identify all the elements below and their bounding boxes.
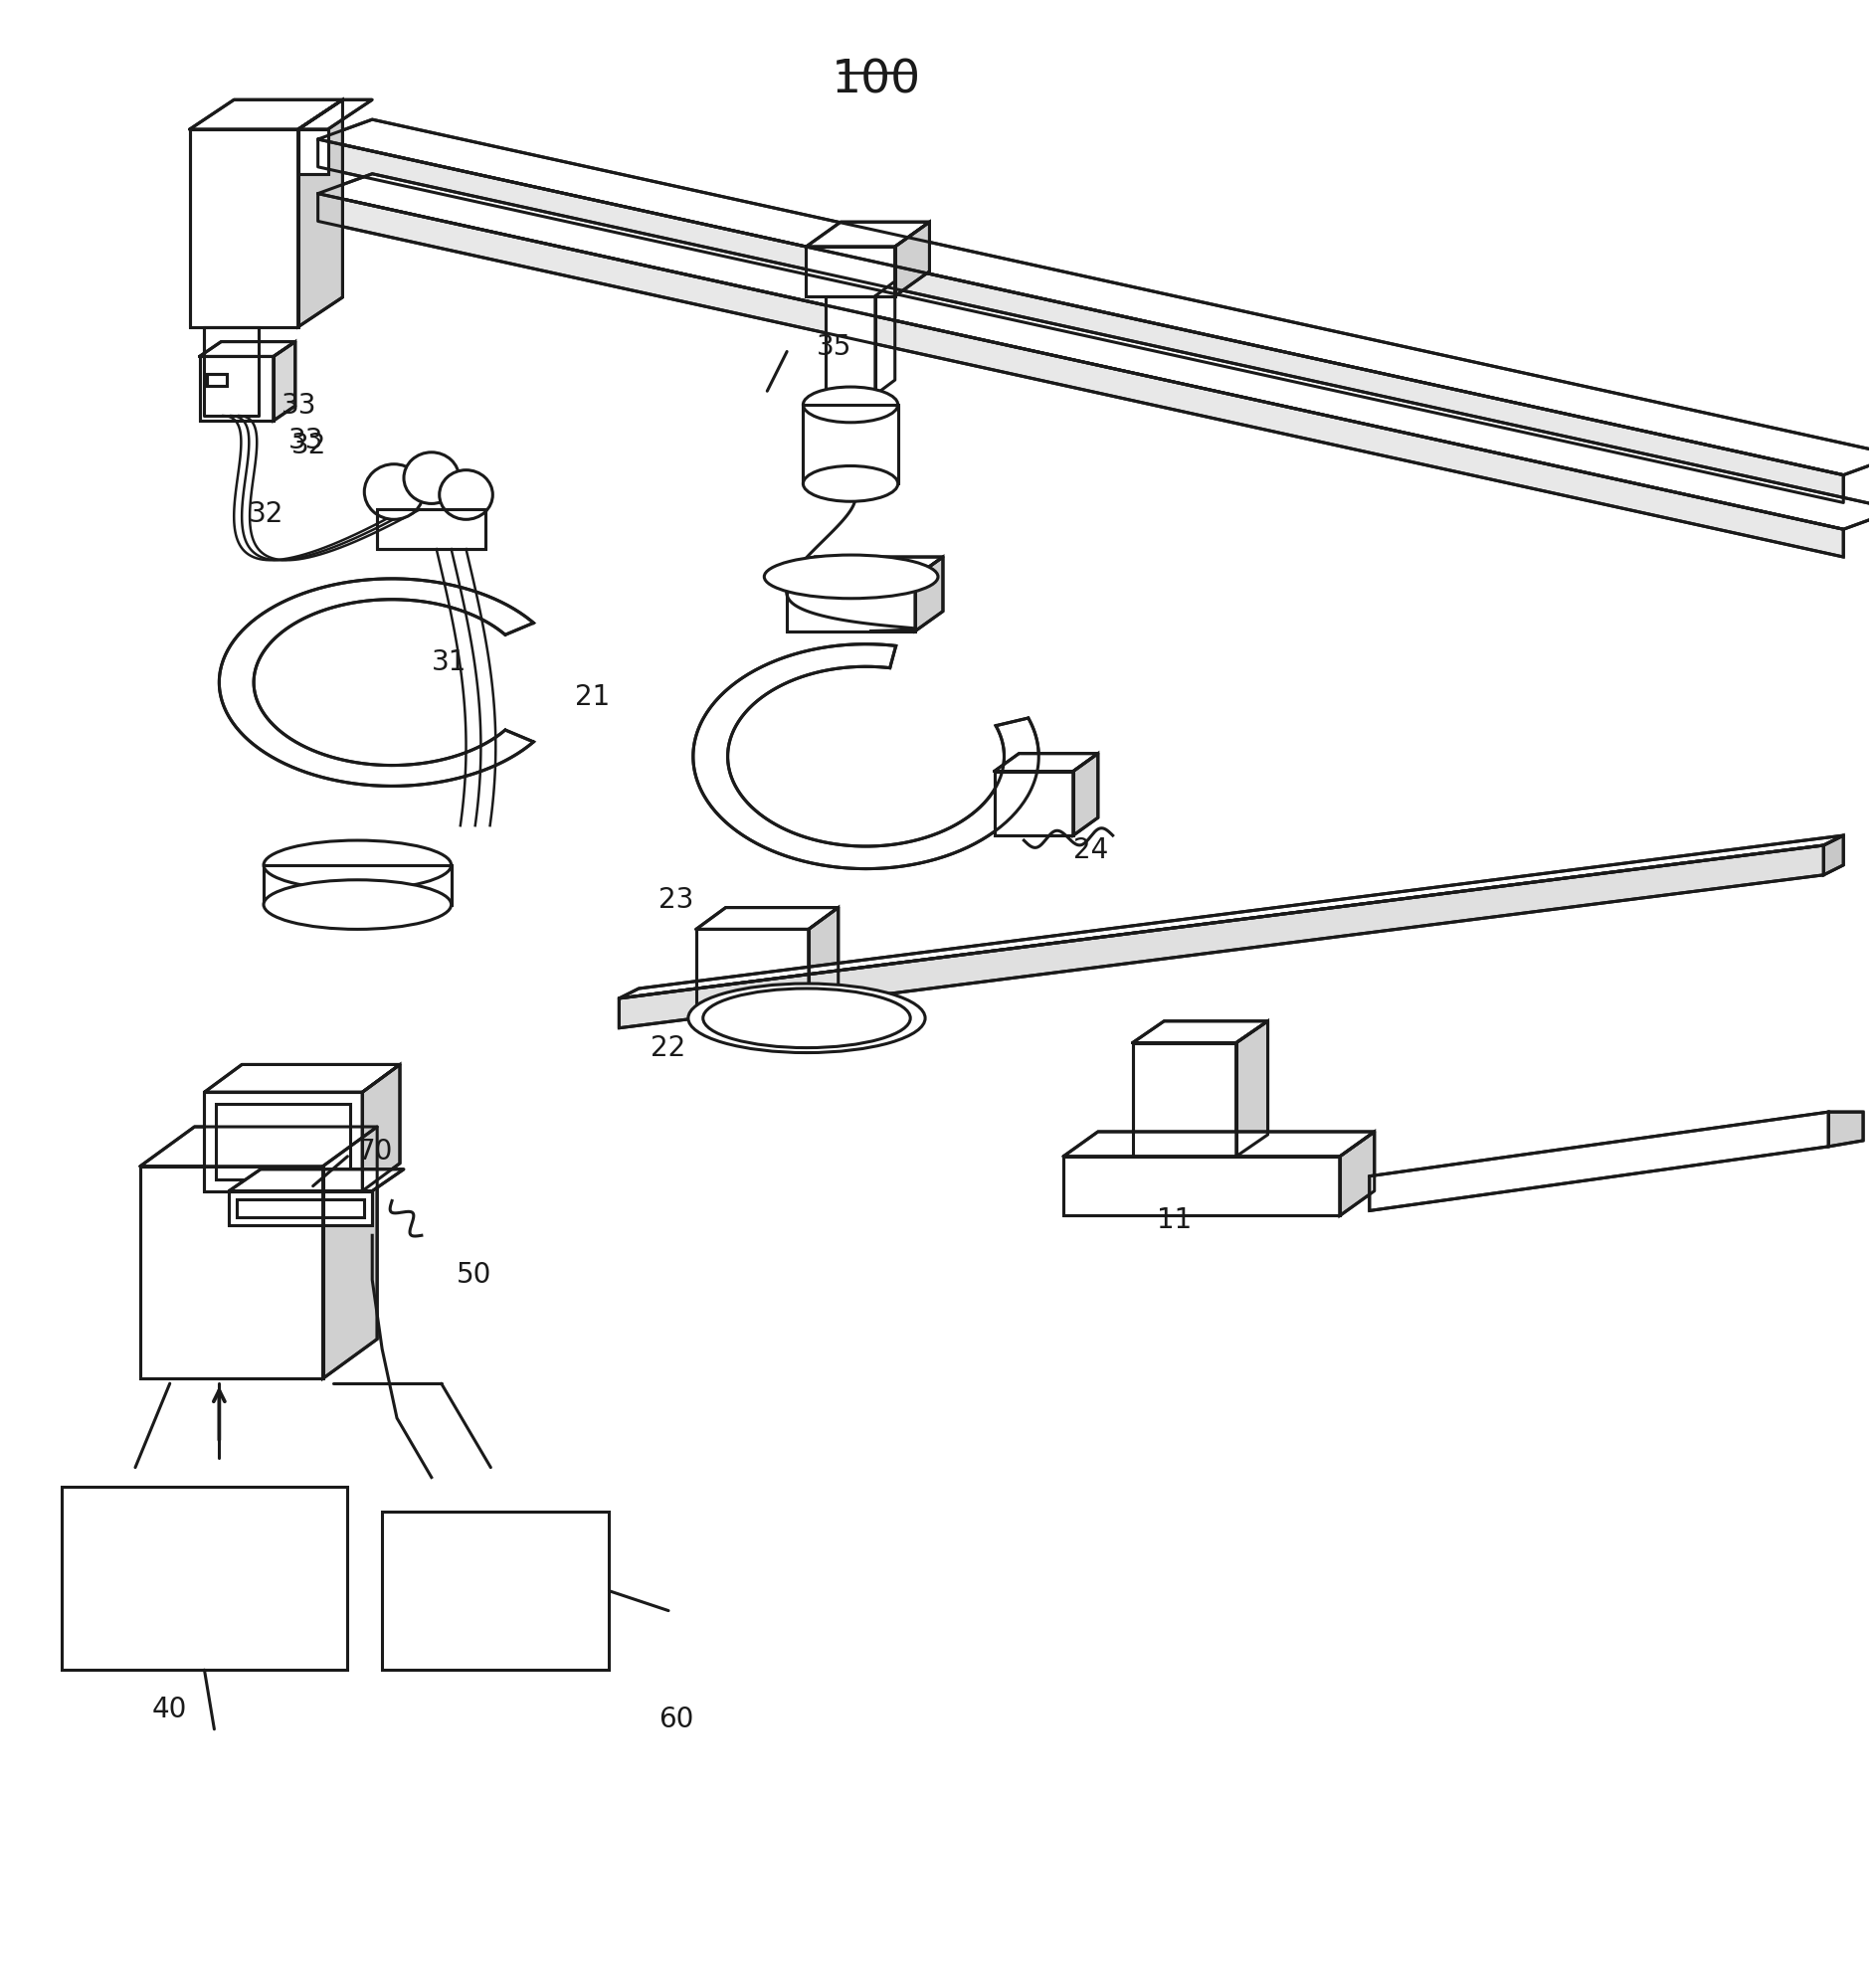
Text: 11: 11 [1157, 1207, 1193, 1234]
Polygon shape [1339, 1131, 1375, 1216]
Polygon shape [692, 645, 1039, 868]
Polygon shape [189, 101, 343, 131]
Polygon shape [1064, 1131, 1375, 1157]
Polygon shape [807, 224, 929, 247]
Polygon shape [265, 866, 452, 906]
Polygon shape [696, 908, 839, 930]
Polygon shape [199, 342, 295, 358]
Polygon shape [825, 297, 876, 396]
Polygon shape [317, 174, 1876, 530]
Polygon shape [1133, 1021, 1268, 1042]
Ellipse shape [764, 556, 938, 599]
Polygon shape [204, 1064, 400, 1092]
Bar [62, 1487, 347, 1669]
Bar [383, 1511, 610, 1669]
Bar [236, 1199, 364, 1218]
Text: 100: 100 [831, 57, 921, 103]
Ellipse shape [704, 989, 910, 1048]
Text: 32: 32 [250, 500, 283, 528]
Text: 40: 40 [152, 1695, 188, 1723]
Polygon shape [323, 1127, 377, 1379]
Ellipse shape [403, 453, 460, 504]
Polygon shape [189, 131, 298, 328]
Polygon shape [298, 131, 328, 174]
Polygon shape [317, 140, 1844, 502]
Polygon shape [317, 194, 1844, 558]
Ellipse shape [803, 388, 899, 423]
Text: 33: 33 [289, 427, 325, 455]
Text: 22: 22 [651, 1033, 687, 1062]
Polygon shape [141, 1167, 323, 1379]
Polygon shape [362, 1064, 400, 1191]
Text: 33: 33 [281, 392, 317, 419]
Polygon shape [786, 558, 944, 578]
Text: 21: 21 [574, 682, 610, 710]
Text: 24: 24 [1073, 837, 1109, 864]
Text: 32: 32 [291, 431, 326, 459]
Polygon shape [1133, 1042, 1236, 1157]
Polygon shape [1829, 1112, 1863, 1147]
Bar [216, 1104, 351, 1179]
Polygon shape [1823, 837, 1844, 876]
Polygon shape [317, 121, 1876, 477]
Polygon shape [994, 771, 1073, 837]
Ellipse shape [265, 880, 452, 930]
Polygon shape [1369, 1112, 1829, 1211]
Polygon shape [229, 1169, 403, 1191]
Ellipse shape [688, 985, 925, 1052]
Polygon shape [199, 358, 274, 421]
Ellipse shape [803, 467, 899, 502]
Polygon shape [696, 930, 809, 1013]
Polygon shape [204, 1092, 362, 1191]
Text: 31: 31 [431, 649, 467, 676]
Polygon shape [895, 224, 929, 297]
Polygon shape [915, 558, 944, 631]
Polygon shape [619, 837, 1844, 999]
Polygon shape [1073, 754, 1097, 837]
Polygon shape [1064, 1157, 1339, 1216]
Polygon shape [377, 510, 486, 550]
Ellipse shape [265, 841, 452, 890]
Polygon shape [803, 405, 899, 485]
Polygon shape [786, 578, 915, 631]
Polygon shape [298, 101, 343, 328]
Text: 50: 50 [456, 1260, 492, 1288]
Polygon shape [807, 247, 895, 297]
Text: 35: 35 [816, 332, 852, 360]
Polygon shape [994, 754, 1097, 771]
Polygon shape [809, 908, 839, 1013]
Text: 60: 60 [658, 1705, 694, 1733]
Polygon shape [274, 342, 295, 421]
Ellipse shape [439, 471, 493, 520]
Polygon shape [141, 1127, 377, 1167]
Text: 70: 70 [358, 1137, 392, 1165]
Polygon shape [204, 328, 259, 417]
Ellipse shape [364, 465, 424, 520]
Polygon shape [229, 1191, 371, 1226]
Text: 23: 23 [658, 886, 694, 914]
Bar [208, 376, 227, 388]
Polygon shape [219, 580, 533, 787]
Polygon shape [1236, 1021, 1268, 1157]
Polygon shape [619, 847, 1823, 1029]
Polygon shape [298, 101, 371, 131]
